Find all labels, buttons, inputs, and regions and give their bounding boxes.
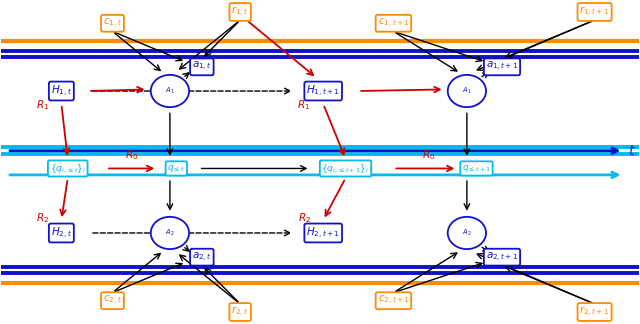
Text: $c_{2,t}$: $c_{2,t}$ <box>103 294 122 307</box>
Text: $R_2$: $R_2$ <box>36 212 49 226</box>
Text: $R_2$: $R_2$ <box>298 212 310 226</box>
Text: $R_0$: $R_0$ <box>125 149 138 162</box>
Text: $c_{1,t}$: $c_{1,t}$ <box>103 17 122 30</box>
Text: $H_{1,t}$: $H_{1,t}$ <box>51 84 72 98</box>
Text: $R_1$: $R_1$ <box>36 98 49 112</box>
Text: $\{q_{i,\leq t}\}_i$: $\{q_{i,\leq t}\}_i$ <box>49 162 86 175</box>
Text: $_{A_1}$: $_{A_1}$ <box>165 86 175 97</box>
Text: $H_{2,t}$: $H_{2,t}$ <box>51 226 72 240</box>
Text: $r_{2,t}$: $r_{2,t}$ <box>231 305 249 319</box>
Ellipse shape <box>448 217 486 249</box>
Text: $a_{2,t}$: $a_{2,t}$ <box>192 251 212 264</box>
Text: $q_{\leq t+1}$: $q_{\leq t+1}$ <box>462 163 491 174</box>
Text: $a_{2,t+1}$: $a_{2,t+1}$ <box>486 251 518 264</box>
Text: $r_{1,t}$: $r_{1,t}$ <box>231 5 249 19</box>
Text: $t$: $t$ <box>628 144 636 158</box>
Text: $R_0$: $R_0$ <box>422 149 435 162</box>
Text: $r_{1,t+1}$: $r_{1,t+1}$ <box>579 5 610 19</box>
Text: $R_1$: $R_1$ <box>298 98 310 112</box>
Text: $_{A_2}$: $_{A_2}$ <box>462 227 472 238</box>
Ellipse shape <box>151 75 189 107</box>
Text: $H_{1,t+1}$: $H_{1,t+1}$ <box>307 84 340 98</box>
Ellipse shape <box>151 217 189 249</box>
Text: $_{A_1}$: $_{A_1}$ <box>462 86 472 97</box>
Text: $a_{1,t+1}$: $a_{1,t+1}$ <box>486 60 518 73</box>
Text: $a_{1,t}$: $a_{1,t}$ <box>192 60 212 73</box>
Text: $c_{1,t+1}$: $c_{1,t+1}$ <box>378 17 410 30</box>
Text: $_{A_2}$: $_{A_2}$ <box>165 227 175 238</box>
Text: $\{q_{i,\leq t+1}\}_i$: $\{q_{i,\leq t+1}\}_i$ <box>321 162 370 175</box>
Text: $H_{2,t+1}$: $H_{2,t+1}$ <box>307 226 340 240</box>
Text: $r_{2,t+1}$: $r_{2,t+1}$ <box>579 305 610 319</box>
Text: $q_{\leq t}$: $q_{\leq t}$ <box>167 163 186 174</box>
Text: $c_{2,t+1}$: $c_{2,t+1}$ <box>378 294 410 307</box>
Ellipse shape <box>448 75 486 107</box>
